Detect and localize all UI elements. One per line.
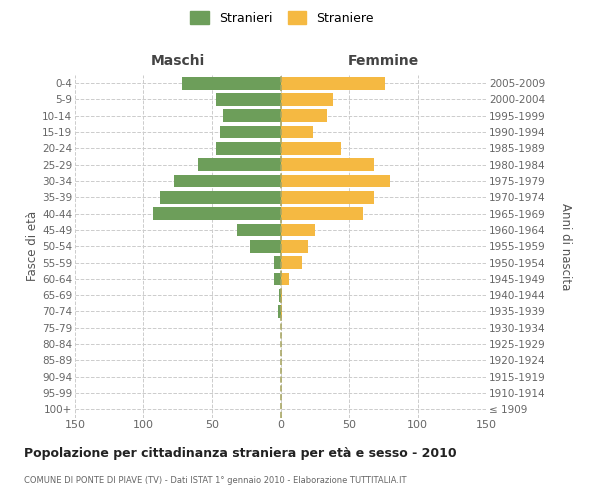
Bar — [198, 158, 281, 171]
Bar — [281, 158, 374, 171]
Bar — [182, 77, 281, 90]
Y-axis label: Fasce di età: Fasce di età — [26, 211, 39, 282]
Bar — [216, 142, 281, 155]
Bar — [281, 110, 327, 122]
Text: Maschi: Maschi — [151, 54, 205, 68]
Bar — [281, 208, 363, 220]
Bar — [160, 191, 281, 203]
Bar — [281, 256, 302, 269]
Bar — [281, 77, 385, 90]
Bar — [279, 289, 281, 302]
Bar — [216, 93, 281, 106]
Bar — [281, 272, 289, 285]
Bar — [281, 224, 315, 236]
Bar — [281, 93, 332, 106]
Bar — [223, 110, 281, 122]
Bar — [281, 174, 390, 188]
Bar — [281, 142, 341, 155]
Bar — [173, 174, 281, 188]
Bar — [281, 305, 282, 318]
Bar — [281, 289, 282, 302]
Text: COMUNE DI PONTE DI PIAVE (TV) - Dati ISTAT 1° gennaio 2010 - Elaborazione TUTTIT: COMUNE DI PONTE DI PIAVE (TV) - Dati IST… — [24, 476, 407, 485]
Bar — [278, 305, 281, 318]
Bar — [153, 208, 281, 220]
Bar — [274, 272, 281, 285]
Bar — [281, 191, 374, 203]
Bar — [236, 224, 281, 236]
Bar — [281, 126, 313, 138]
Bar — [220, 126, 281, 138]
Legend: Stranieri, Straniere: Stranieri, Straniere — [188, 8, 376, 28]
Bar — [250, 240, 281, 252]
Bar — [281, 240, 308, 252]
Text: Popolazione per cittadinanza straniera per età e sesso - 2010: Popolazione per cittadinanza straniera p… — [24, 448, 457, 460]
Bar — [274, 256, 281, 269]
Y-axis label: Anni di nascita: Anni di nascita — [559, 202, 572, 290]
Text: Femmine: Femmine — [347, 54, 419, 68]
